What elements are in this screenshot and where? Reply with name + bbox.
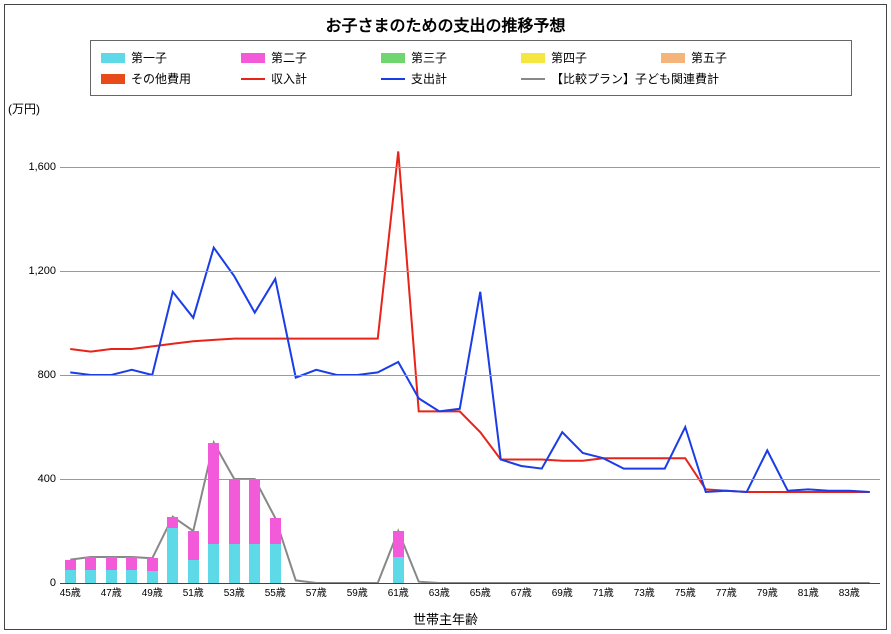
bar-segment [106, 570, 117, 583]
legend-item: 第五子 [661, 49, 801, 66]
legend-label: 第三子 [411, 49, 447, 66]
bar-segment [65, 570, 76, 583]
legend-label: その他費用 [131, 70, 191, 87]
legend-label: 第四子 [551, 49, 587, 66]
bar-segment [147, 558, 158, 571]
y-axis-unit: (万円) [8, 100, 40, 117]
expense-line [70, 248, 870, 492]
x-tick-label: 55歳 [265, 584, 286, 599]
x-tick-label: 47歳 [101, 584, 122, 599]
bar-segment [270, 518, 281, 544]
bar-segment [229, 544, 240, 583]
x-tick-label: 57歳 [306, 584, 327, 599]
legend-item: その他費用 [101, 70, 241, 87]
lines-svg [60, 115, 880, 583]
x-tick-label: 73歳 [634, 584, 655, 599]
legend-item: 収入計 [241, 70, 381, 87]
bar-segment [167, 528, 178, 583]
bar-segment [167, 517, 178, 529]
bar-segment [393, 531, 404, 557]
bar-segment [249, 544, 260, 583]
legend-label: 収入計 [271, 70, 307, 87]
bar-segment [85, 570, 96, 583]
bar-segment [126, 570, 137, 583]
x-tick-label: 75歳 [675, 584, 696, 599]
bar-segment [208, 544, 219, 583]
y-tick-label: 1,200 [16, 265, 56, 277]
y-tick-label: 800 [16, 369, 56, 381]
legend-label: 第二子 [271, 49, 307, 66]
x-tick-label: 63歳 [429, 584, 450, 599]
bar-segment [270, 544, 281, 583]
x-tick-label: 65歳 [470, 584, 491, 599]
grid-line [60, 479, 880, 480]
legend-item: 支出計 [381, 70, 521, 87]
legend-swatch [101, 53, 125, 63]
chart-container: お子さまのための支出の推移予想 第一子第二子第三子第四子第五子その他費用収入計支… [0, 0, 891, 634]
x-tick-label: 51歳 [183, 584, 204, 599]
bar-segment [188, 560, 199, 583]
x-tick-label: 59歳 [347, 584, 368, 599]
legend-label: 【比較プラン】子ども関連費計 [551, 70, 719, 87]
y-tick-label: 0 [16, 577, 56, 589]
legend-swatch [381, 78, 405, 80]
bar-segment [85, 557, 96, 570]
bar-segment [393, 557, 404, 583]
legend-swatch [101, 74, 125, 84]
x-tick-label: 61歳 [388, 584, 409, 599]
grid-line [60, 167, 880, 168]
legend-swatch [661, 53, 685, 63]
bar-segment [65, 560, 76, 570]
legend-item: 【比較プラン】子ども関連費計 [521, 70, 741, 87]
bar-segment [229, 479, 240, 544]
bar-segment [106, 557, 117, 570]
bar-segment [126, 557, 137, 570]
x-tick-label: 49歳 [142, 584, 163, 599]
legend-item: 第二子 [241, 49, 381, 66]
legend-label: 支出計 [411, 70, 447, 87]
legend-label: 第一子 [131, 49, 167, 66]
legend-swatch [521, 78, 545, 80]
x-tick-label: 79歳 [757, 584, 778, 599]
x-tick-label: 53歳 [224, 584, 245, 599]
x-tick-label: 69歳 [552, 584, 573, 599]
bar-segment [188, 531, 199, 560]
x-tick-label: 77歳 [716, 584, 737, 599]
legend-label: 第五子 [691, 49, 727, 66]
y-tick-label: 400 [16, 473, 56, 485]
legend-box: 第一子 第二子 第三子 第四子 第五子その他費用 収入計 支出計 【比較プラン】子ども関連費計 [90, 40, 852, 96]
bar-segment [147, 571, 158, 583]
bar-segment [249, 479, 260, 544]
legend-item: 第三子 [381, 49, 521, 66]
legend-item: 第四子 [521, 49, 661, 66]
x-tick-label: 83歳 [839, 584, 860, 599]
grid-line [60, 271, 880, 272]
legend-swatch [241, 78, 265, 80]
legend-swatch [381, 53, 405, 63]
x-tick-label: 81歳 [798, 584, 819, 599]
y-tick-label: 1,600 [16, 161, 56, 173]
grid-line [60, 375, 880, 376]
x-axis-label: 世帯主年齢 [0, 609, 891, 628]
plot-area: 04008001,2001,60045歳47歳49歳51歳53歳55歳57歳59… [60, 115, 880, 583]
x-tick-label: 45歳 [60, 584, 81, 599]
x-tick-label: 67歳 [511, 584, 532, 599]
x-tick-label: 71歳 [593, 584, 614, 599]
legend-swatch [521, 53, 545, 63]
legend-swatch [241, 53, 265, 63]
legend-item: 第一子 [101, 49, 241, 66]
income-line [70, 151, 870, 492]
bar-segment [208, 443, 219, 544]
